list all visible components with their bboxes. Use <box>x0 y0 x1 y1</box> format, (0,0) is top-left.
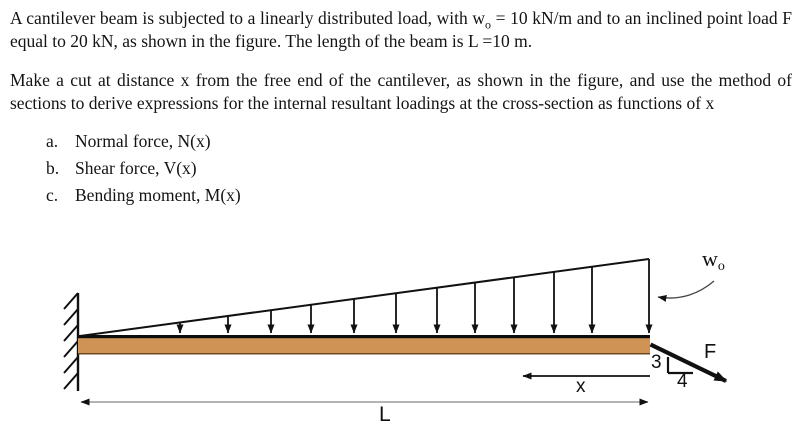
beam-top-edge <box>78 335 650 339</box>
list-item-text: Normal force, N(x) <box>75 131 211 151</box>
paragraph-2: Make a cut at distance x from the free e… <box>10 70 792 113</box>
paragraph-1-text-after-subscript: = 10 kN/m and to an inclined point load … <box>10 8 792 51</box>
list-item-text: Bending moment, M(x) <box>75 185 241 205</box>
force-label: F <box>704 341 717 363</box>
beam <box>78 338 650 354</box>
list-item-marker: c. <box>46 185 59 205</box>
wall-hatching <box>63 292 79 390</box>
paragraph-1-text-before-subscript: A cantilever beam is subjected to a line… <box>10 8 486 28</box>
w0-label: wo <box>702 246 725 275</box>
x-dimension-label: x <box>576 376 586 397</box>
slope-run-label: 4 <box>677 371 688 392</box>
length-label: L <box>379 403 391 426</box>
list-item-marker: b. <box>46 158 60 178</box>
w0-inline-subscript: o <box>485 17 492 32</box>
distributed-load-diagonal <box>79 258 650 337</box>
list-item: a. Normal force, N(x) <box>46 128 792 155</box>
list-item: c. Bending moment, M(x) <box>46 182 792 209</box>
problem-statement: A cantilever beam is subjected to a line… <box>0 0 801 209</box>
w0-label-base: w <box>702 246 718 271</box>
beam-diagram-canvas <box>63 258 728 406</box>
list-item: b. Shear force, V(x) <box>46 155 792 182</box>
list-item-text: Shear force, V(x) <box>75 158 197 178</box>
force-F-arrow <box>649 342 728 383</box>
list-item-marker: a. <box>46 131 59 151</box>
cantilever-beam-figure <box>0 245 801 431</box>
distributed-load-arrows <box>176 266 596 334</box>
slope-rise-label: 3 <box>651 352 662 373</box>
paragraph-1: A cantilever beam is subjected to a line… <box>10 7 792 53</box>
w0-pointer-arrow <box>657 280 715 302</box>
w0-label-subscript: o <box>717 259 725 274</box>
task-list: a. Normal force, N(x) b. Shear force, V(… <box>46 128 792 209</box>
